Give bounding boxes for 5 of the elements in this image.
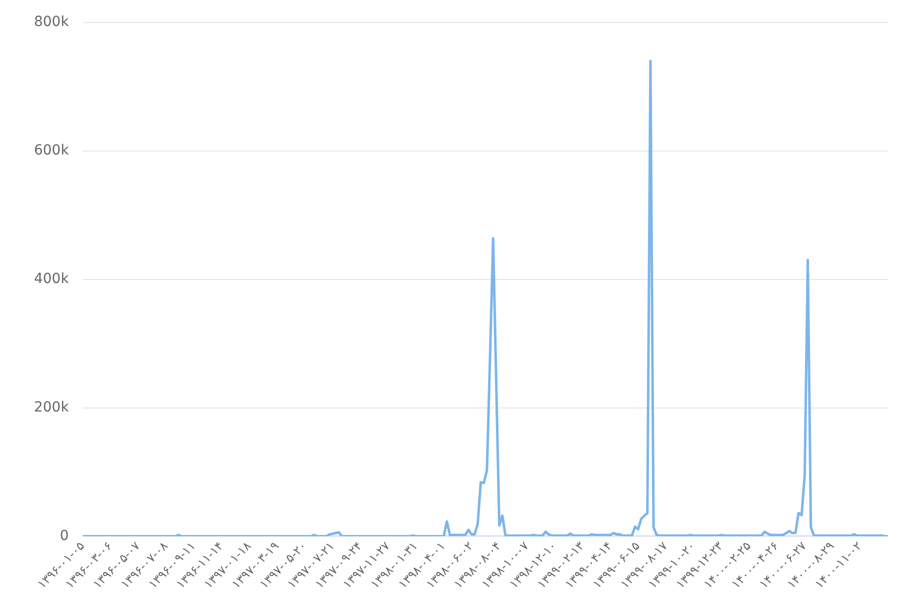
y-tick-label: 200k: [34, 399, 70, 416]
y-tick-label: 0: [60, 528, 69, 544]
y-tick-label: 400k: [34, 270, 70, 287]
y-tick-label: 600k: [34, 142, 70, 158]
y-tick-label: 800k: [34, 14, 70, 30]
